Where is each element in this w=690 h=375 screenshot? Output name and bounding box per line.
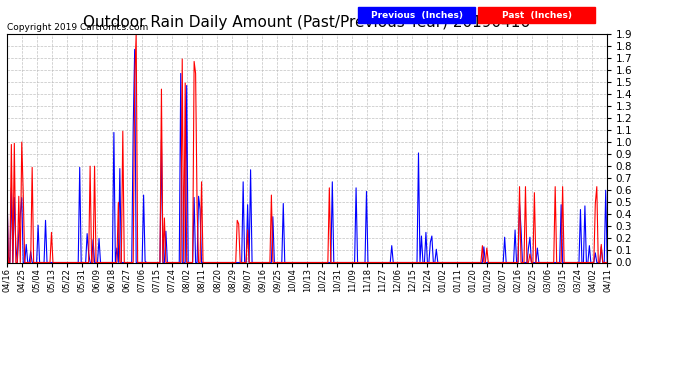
Title: Outdoor Rain Daily Amount (Past/Previous Year) 20190416: Outdoor Rain Daily Amount (Past/Previous… — [83, 15, 531, 30]
Bar — [358, 8, 475, 24]
Text: Copyright 2019 Cartronics.com: Copyright 2019 Cartronics.com — [7, 24, 148, 33]
Text: Past  (Inches): Past (Inches) — [502, 11, 571, 20]
Text: Previous  (Inches): Previous (Inches) — [371, 11, 462, 20]
Bar — [478, 8, 595, 24]
